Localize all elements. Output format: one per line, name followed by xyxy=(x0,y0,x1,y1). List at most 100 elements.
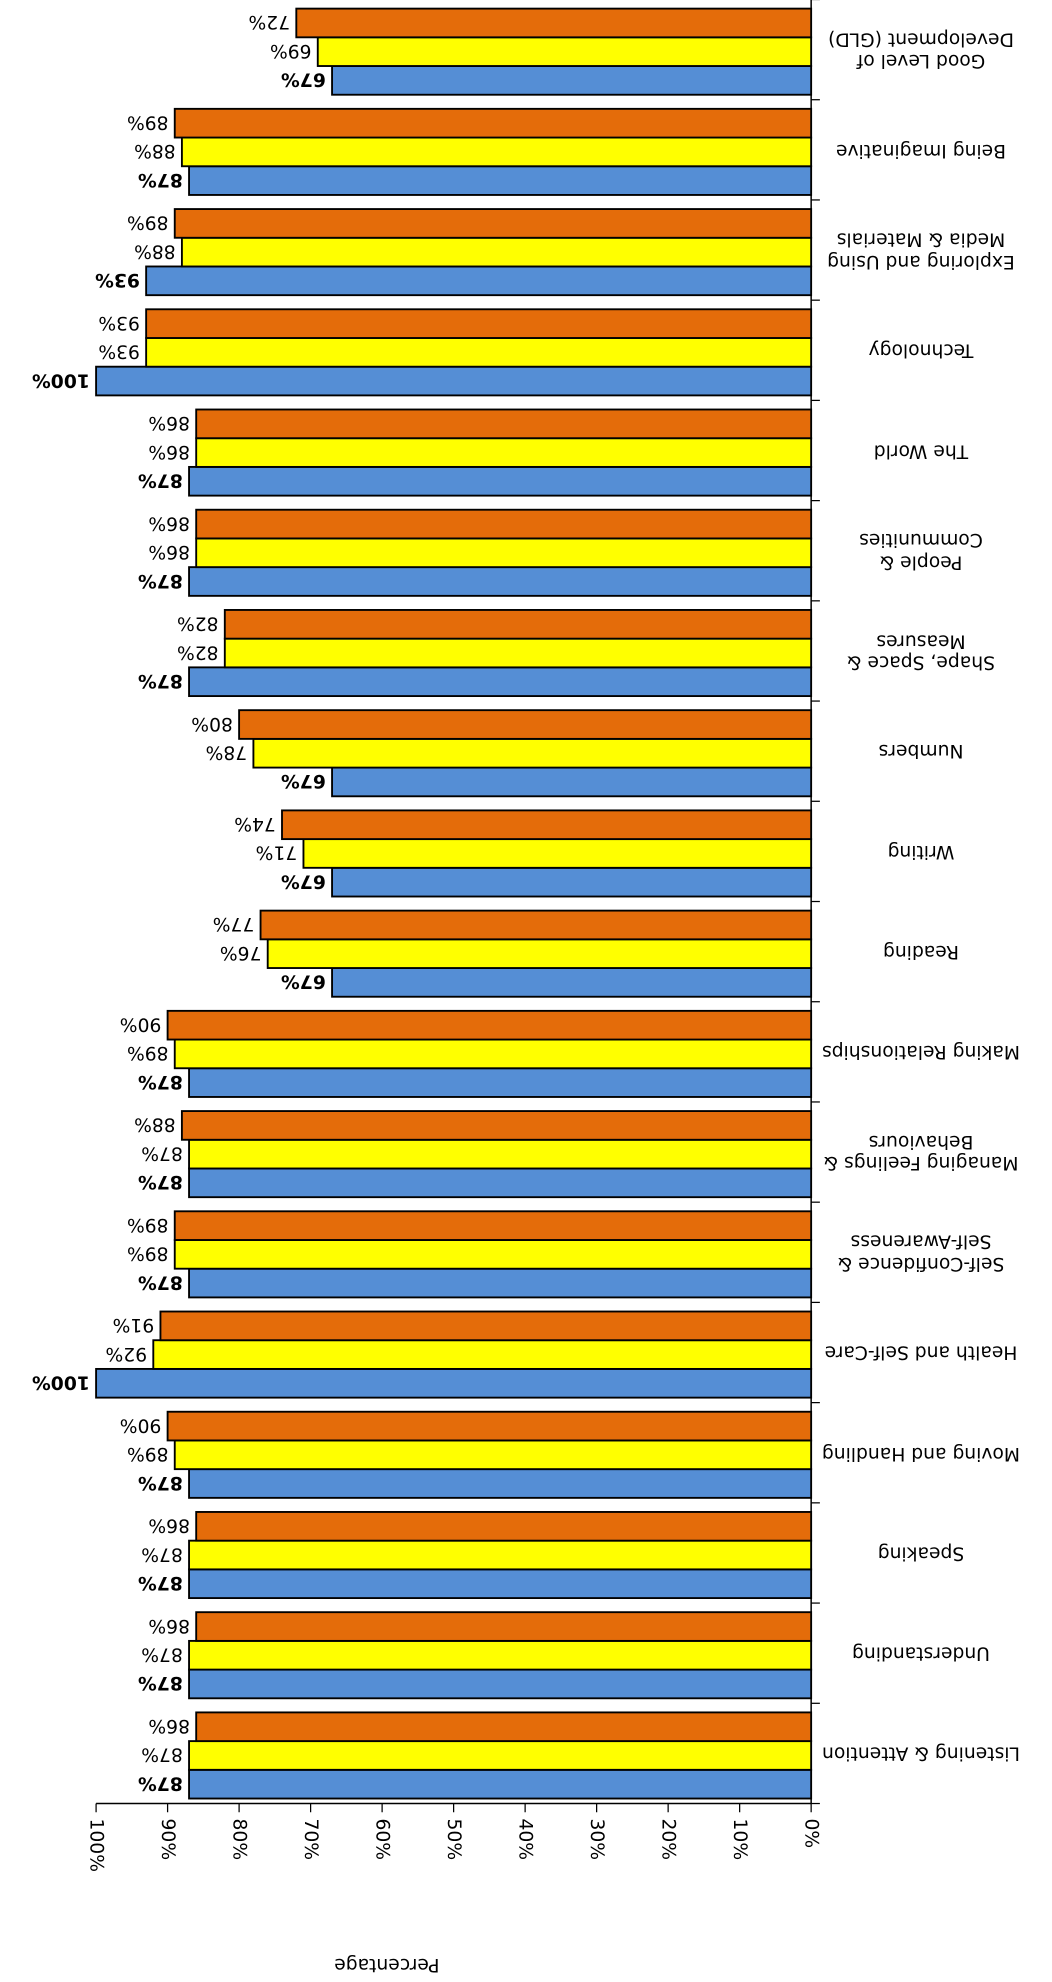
bar xyxy=(195,508,813,540)
data-label: 76% xyxy=(220,942,262,963)
data-label: 74% xyxy=(234,813,276,834)
data-label: 80% xyxy=(191,713,233,734)
bar xyxy=(223,637,813,669)
category-label-box: Reading xyxy=(883,941,959,963)
data-label: 71% xyxy=(256,842,298,863)
y-tick-label: Health and Self-Care xyxy=(824,1342,1018,1365)
data-label: 87% xyxy=(138,169,183,190)
x-tick-label: 90% xyxy=(157,1818,178,1860)
data-label: 86% xyxy=(148,512,190,533)
bar xyxy=(159,1310,813,1342)
data-label: 82% xyxy=(177,641,219,662)
x-tick-label: 40% xyxy=(515,1818,536,1860)
y-tick-label: Making Relationships xyxy=(821,1041,1020,1064)
data-label: 86% xyxy=(148,1715,190,1736)
bar xyxy=(188,1267,813,1299)
category-label-box: Writing xyxy=(888,841,955,863)
data-label: 89% xyxy=(127,212,169,233)
category-label-box: Self-Confidence & Self-Awareness xyxy=(838,1231,1005,1275)
category-label-box: Good Level of Development (GLD) xyxy=(828,28,1014,72)
data-label: 87% xyxy=(138,1171,183,1192)
data-label: 87% xyxy=(141,1543,183,1564)
data-label: 86% xyxy=(148,1615,190,1636)
data-label: 67% xyxy=(281,971,326,992)
y-tick-label: Numbers xyxy=(878,740,964,764)
data-label: 87% xyxy=(138,670,183,691)
y-tick-label: Understanding xyxy=(852,1642,990,1666)
bar xyxy=(188,1668,813,1700)
category-label-box: People & Communities xyxy=(859,529,983,574)
y-tick-label: Speaking xyxy=(877,1542,965,1565)
y-tick-label: Exploring and Using Media & Materials xyxy=(827,228,1015,273)
data-label: 69% xyxy=(270,40,312,61)
bar xyxy=(173,1439,813,1471)
data-label: 86% xyxy=(148,1515,190,1536)
data-label: 91% xyxy=(113,1314,155,1335)
data-label: 87% xyxy=(138,1672,183,1693)
data-label: 88% xyxy=(134,240,176,261)
y-tick-label: Moving and Handling xyxy=(821,1442,1021,1465)
category-label-box: Moving and Handling xyxy=(821,1442,1021,1465)
data-label: 100% xyxy=(32,369,90,390)
y-tick-label: People & Communities xyxy=(859,529,983,574)
bar xyxy=(173,1210,813,1241)
bar xyxy=(223,609,813,640)
bar xyxy=(331,866,813,898)
y-tick-label: Technology xyxy=(868,339,974,363)
bar xyxy=(180,136,813,168)
y-tick-label: The World xyxy=(873,440,969,463)
data-label: 92% xyxy=(105,1343,147,1364)
category-label-box: Speaking xyxy=(877,1542,965,1565)
bar xyxy=(316,36,813,67)
bar xyxy=(145,308,813,339)
data-label: 67% xyxy=(281,69,326,90)
bar xyxy=(195,537,813,569)
bar xyxy=(188,1067,813,1098)
bar xyxy=(331,65,813,96)
bar xyxy=(188,1468,813,1499)
data-label: 87% xyxy=(138,570,183,591)
x-tick-label: 60% xyxy=(372,1818,393,1860)
bar xyxy=(180,1110,813,1141)
category-label-box: Understanding xyxy=(852,1642,990,1666)
bar xyxy=(331,766,813,798)
bar xyxy=(188,465,813,497)
data-label: 78% xyxy=(206,741,248,762)
bar xyxy=(195,437,813,468)
data-label: 88% xyxy=(134,140,176,161)
bar xyxy=(188,1740,813,1771)
bar xyxy=(145,337,813,368)
bar xyxy=(302,838,813,869)
bar xyxy=(188,1539,813,1571)
bar xyxy=(195,1711,813,1743)
bar xyxy=(173,208,813,239)
bar xyxy=(195,1611,813,1642)
bar xyxy=(266,938,813,969)
bar xyxy=(145,265,813,297)
y-tick-label: Managing Feelings & Behaviours xyxy=(823,1130,1019,1175)
data-label: 90% xyxy=(120,1414,162,1435)
category-label-box: The World xyxy=(873,440,969,463)
y-tick-label: Being Imaginative xyxy=(835,139,1007,162)
x-tick-label: 80% xyxy=(229,1818,250,1860)
data-label: 86% xyxy=(148,412,190,433)
bar xyxy=(188,1768,813,1800)
bar xyxy=(195,1511,813,1542)
data-label: 87% xyxy=(141,1744,183,1765)
data-label: 87% xyxy=(138,1772,183,1793)
bar xyxy=(188,1639,813,1671)
data-label: 90% xyxy=(120,1013,162,1034)
bar xyxy=(259,909,813,941)
data-label: 87% xyxy=(138,470,183,491)
category-label-box: Listening & Attention xyxy=(822,1743,1020,1765)
category-label-box: Health and Self-Care xyxy=(824,1342,1018,1365)
data-label: 87% xyxy=(138,1572,183,1593)
category-label-box: Making Relationships xyxy=(821,1041,1020,1064)
category-label-box: Technology xyxy=(868,339,974,363)
bar xyxy=(295,7,813,39)
x-axis-title: Percentage xyxy=(334,1954,439,1975)
bar xyxy=(188,566,813,597)
bar xyxy=(180,236,813,268)
bar xyxy=(152,1339,813,1370)
